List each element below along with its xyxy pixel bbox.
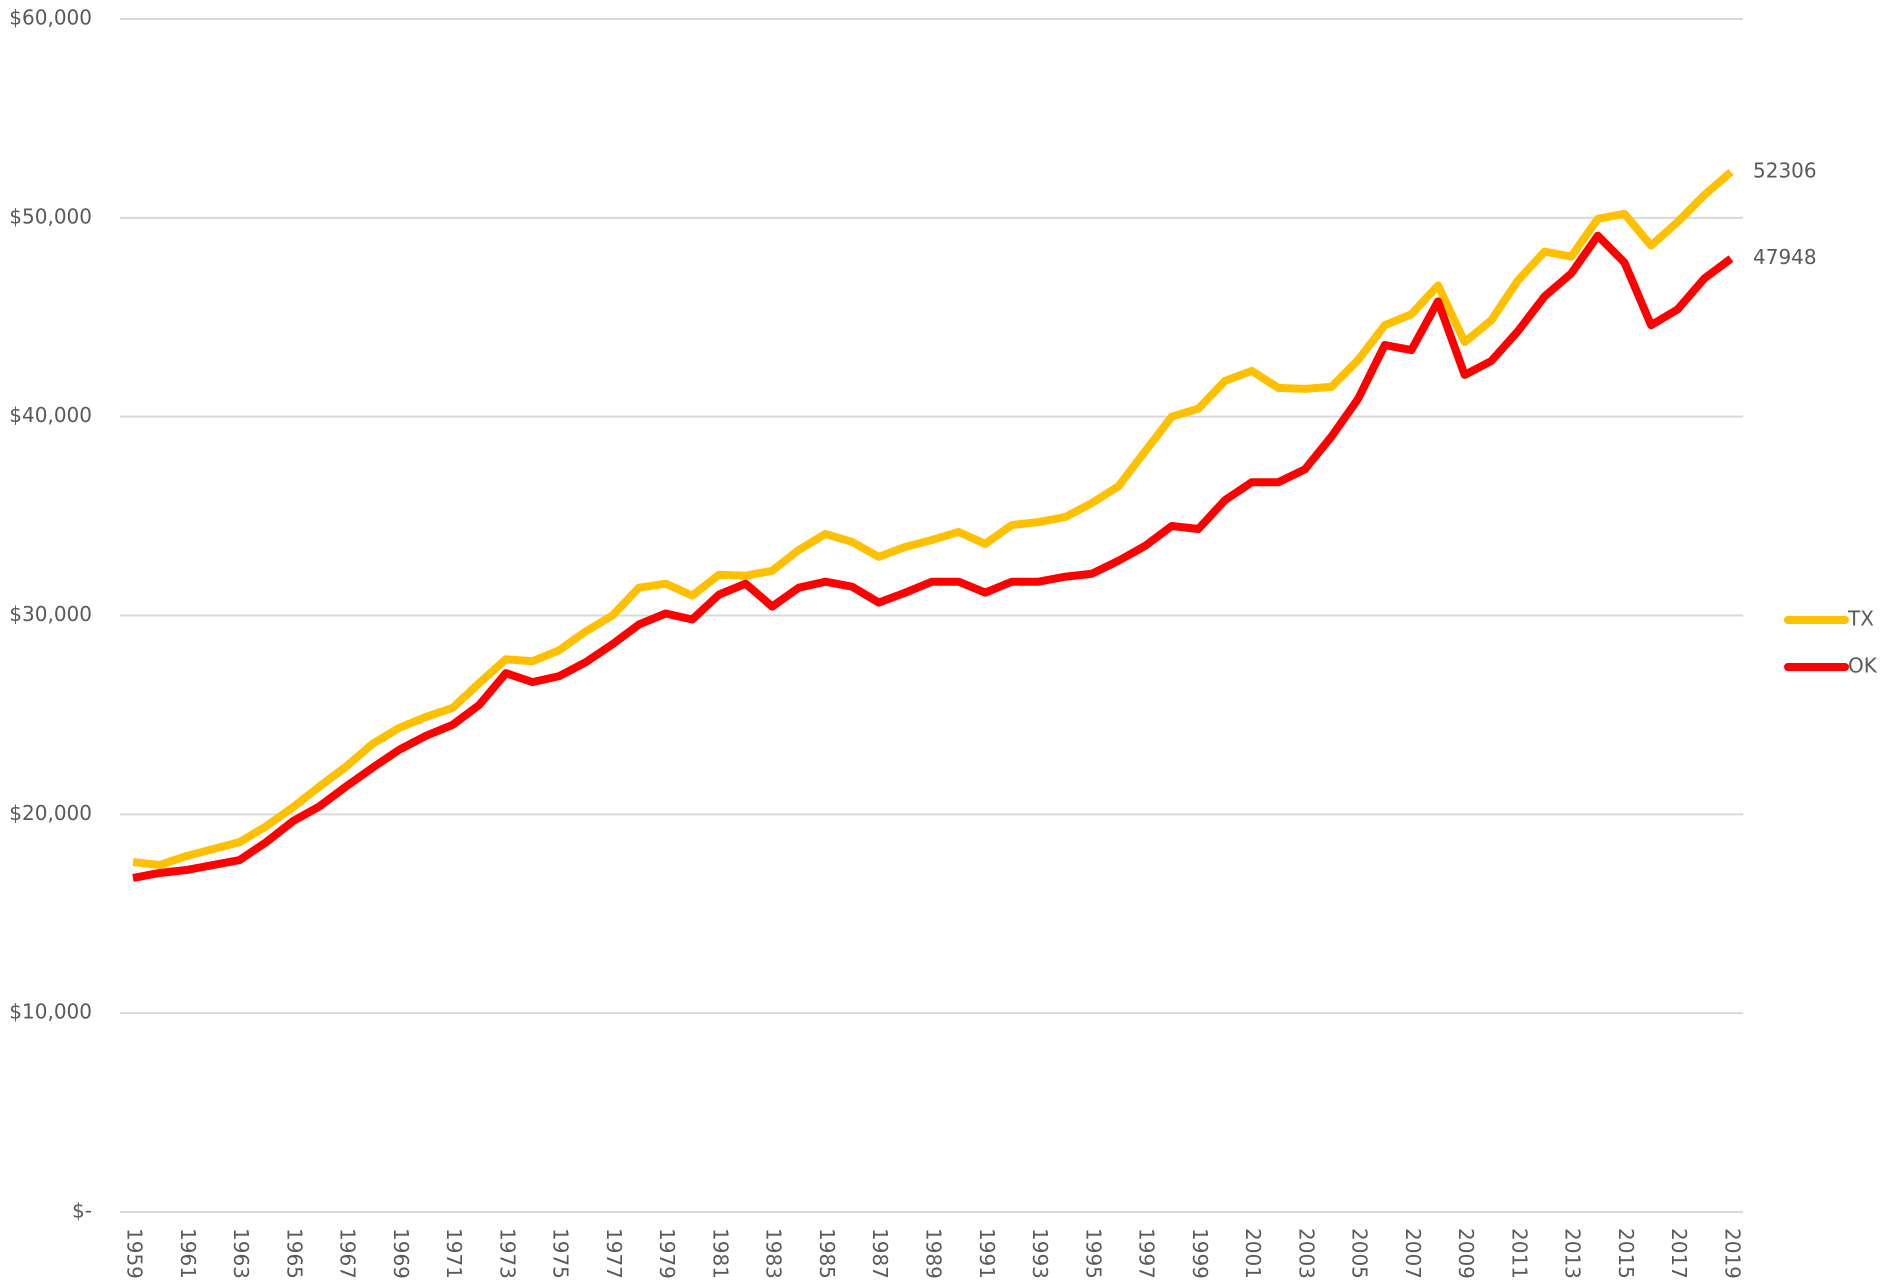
x-tick-label: 1977 — [602, 1228, 626, 1279]
x-tick-label: 2007 — [1401, 1228, 1425, 1279]
x-tick-label: 1969 — [389, 1228, 413, 1279]
x-tick-label: 2005 — [1348, 1228, 1372, 1279]
x-tick-label: 2015 — [1614, 1228, 1638, 1279]
y-tick-label: $40,000 — [9, 403, 92, 427]
x-tick-label: 1971 — [442, 1228, 466, 1279]
x-tick-label: 1973 — [495, 1228, 519, 1279]
x-tick-label: 1987 — [868, 1228, 892, 1279]
x-tick-label: 2013 — [1561, 1228, 1585, 1279]
x-tick-label: 1963 — [229, 1228, 253, 1279]
y-tick-label: $60,000 — [9, 6, 92, 30]
y-tick-label: $30,000 — [9, 602, 92, 626]
x-tick-label: 1959 — [123, 1228, 147, 1279]
data-label: 47948 — [1753, 245, 1817, 269]
line — [132, 231, 1734, 882]
x-tick-label: 2019 — [1721, 1228, 1745, 1279]
legend-label: TX — [1847, 607, 1874, 631]
line — [132, 168, 1734, 870]
y-tick-label: $20,000 — [9, 801, 92, 825]
x-tick-label: 1991 — [975, 1228, 999, 1279]
x-tick-label: 2003 — [1294, 1228, 1318, 1279]
x-tick-label: 1979 — [655, 1228, 679, 1279]
data-label: 52306 — [1753, 158, 1817, 182]
x-tick-label: 1961 — [176, 1228, 200, 1279]
x-tick-label: 1995 — [1081, 1228, 1105, 1279]
x-tick-label: 1967 — [336, 1228, 360, 1279]
x-tick-label: 2001 — [1241, 1228, 1265, 1279]
x-tick-label: 2009 — [1454, 1228, 1478, 1279]
y-tick-label: $- — [72, 1199, 92, 1223]
x-tick-label: 1983 — [762, 1228, 786, 1279]
x-tick-label: 2017 — [1667, 1228, 1691, 1279]
x-tick-label: 1999 — [1188, 1228, 1212, 1279]
x-tick-label: 2011 — [1507, 1228, 1531, 1279]
x-tick-label: 1965 — [282, 1228, 306, 1279]
x-tick-label: 1993 — [1028, 1228, 1052, 1279]
x-tick-label: 1985 — [815, 1228, 839, 1279]
x-tick-label: 1981 — [708, 1228, 732, 1279]
legend-label: OK — [1848, 654, 1878, 678]
y-tick-label: $50,000 — [9, 204, 92, 228]
x-tick-label: 1975 — [549, 1228, 573, 1279]
y-tick-label: $10,000 — [9, 1000, 92, 1024]
x-tick-label: 1997 — [1135, 1228, 1159, 1279]
x-tick-label: 1989 — [922, 1228, 946, 1279]
